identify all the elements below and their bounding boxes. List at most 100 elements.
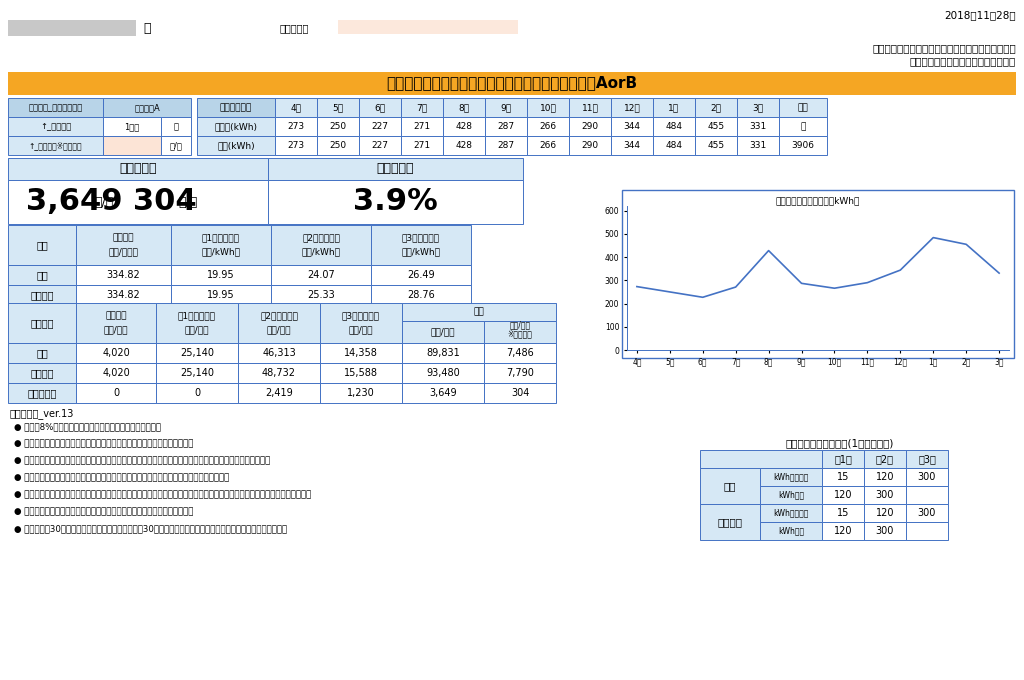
Text: 第2段: 第2段 [876, 454, 894, 464]
Bar [760, 486, 822, 504]
Text: 想定削減額: 想定削減額 [28, 388, 56, 398]
Text: 19.95: 19.95 [207, 270, 234, 280]
Text: ● 供給開始後は再生可能エネルギー発電促進賦課金・燃料費調整額を加味してご請求いたします。（算定式は関西電力と同一）: ● 供給開始後は再生可能エネルギー発電促進賦課金・燃料費調整額を加味してご請求い… [14, 490, 311, 499]
Text: 93,480: 93,480 [426, 368, 460, 378]
Text: ご入力(kWh): ご入力(kWh) [214, 122, 257, 131]
Text: 5月: 5月 [333, 103, 344, 112]
Text: 28.76: 28.76 [408, 290, 435, 300]
Text: 300: 300 [876, 490, 894, 500]
Bar [268, 180, 523, 224]
Text: お客様使用量: お客様使用量 [220, 103, 252, 112]
Text: ・: ・ [173, 122, 178, 131]
Text: ※通年平均: ※通年平均 [508, 330, 532, 339]
Text: 304: 304 [511, 388, 529, 398]
Text: 14,358: 14,358 [344, 348, 378, 358]
Text: 120: 120 [834, 526, 852, 536]
Text: 120: 120 [834, 490, 852, 500]
Text: ご使用場所: ご使用場所 [280, 23, 309, 33]
Bar [103, 98, 191, 117]
Text: 6月: 6月 [375, 103, 386, 112]
Text: 関西電力_ご契約プラン: 関西電力_ご契約プラン [29, 103, 83, 112]
Text: 関西電力: 関西電力 [31, 290, 53, 300]
Text: 25,140: 25,140 [180, 348, 214, 358]
Bar [822, 504, 864, 522]
Text: kWhまで: kWhまで [778, 526, 804, 536]
Bar [527, 117, 569, 136]
Text: 334.82: 334.82 [106, 290, 140, 300]
Text: イーレックス・スパーク・マーケティング株式会社: イーレックス・スパーク・マーケティング株式会社 [872, 43, 1016, 53]
Text: 9月: 9月 [501, 103, 512, 112]
Text: 弊社: 弊社 [36, 348, 48, 358]
Text: 15: 15 [837, 472, 849, 482]
Text: 455: 455 [708, 122, 725, 131]
Text: ● 供給開始日はお申込み後、最初の関西電力の検針日を予定しております。: ● 供給開始日はお申込み後、最初の関西電力の検針日を予定しております。 [14, 439, 194, 448]
Bar [8, 225, 76, 265]
Bar [156, 303, 238, 343]
Bar [700, 504, 760, 540]
Bar [76, 285, 171, 305]
Text: モリカワのでんき・株式会社モリカワ: モリカワのでんき・株式会社モリカワ [909, 56, 1016, 66]
Bar [8, 72, 1016, 95]
Bar [779, 117, 827, 136]
Text: 428: 428 [456, 141, 472, 150]
Text: 1契約: 1契約 [124, 122, 139, 131]
Bar [822, 522, 864, 540]
Bar [8, 265, 76, 285]
Bar [317, 136, 359, 155]
Text: 250: 250 [330, 122, 346, 131]
Bar [271, 225, 371, 265]
Bar [156, 343, 238, 363]
Text: 10月: 10月 [540, 103, 556, 112]
Text: 287: 287 [498, 122, 515, 131]
Text: （円/kWh）: （円/kWh） [401, 248, 440, 256]
Bar [653, 98, 695, 117]
Bar [338, 20, 518, 34]
Bar [8, 285, 76, 305]
Bar [484, 383, 556, 403]
Bar [76, 343, 156, 363]
Bar [161, 136, 191, 155]
Text: （円/年）: （円/年） [349, 326, 374, 335]
Text: 弊社: 弊社 [724, 481, 736, 491]
Text: 第3段従量料金: 第3段従量料金 [402, 233, 440, 243]
Text: 円/月: 円/月 [178, 196, 198, 209]
Bar [569, 136, 611, 155]
Bar [8, 20, 136, 36]
Bar [611, 98, 653, 117]
Text: ご注意事項_ver.13: ご注意事項_ver.13 [10, 408, 75, 419]
Bar [319, 383, 402, 403]
Bar [737, 98, 779, 117]
Bar [864, 450, 906, 468]
Bar [268, 158, 523, 180]
Bar [275, 136, 317, 155]
Text: ● 消費税8%を含んだ単価、料金試算を提示しております。: ● 消費税8%を含んだ単価、料金試算を提示しております。 [14, 422, 161, 431]
Text: 様: 様 [143, 22, 151, 35]
Text: 484: 484 [666, 141, 683, 150]
Bar [8, 363, 76, 383]
Text: 第1段従量料金: 第1段従量料金 [178, 311, 216, 320]
Bar [622, 190, 1014, 358]
Bar [906, 504, 948, 522]
Text: 3,649: 3,649 [26, 188, 123, 216]
Bar [402, 363, 484, 383]
Bar [864, 522, 906, 540]
Bar [371, 265, 471, 285]
Bar [485, 98, 527, 117]
Bar [611, 117, 653, 136]
Text: 266: 266 [540, 122, 557, 131]
Bar [760, 468, 822, 486]
Text: 334.82: 334.82 [106, 270, 140, 280]
Text: 3906: 3906 [792, 141, 814, 150]
Text: ● このシミュレーションは参考値ですので、お客様のご使用状況が変わった場合、各試算結果が変わります。: ● このシミュレーションは参考値ですので、お客様のご使用状況が変わった場合、各試… [14, 456, 270, 465]
Bar [695, 136, 737, 155]
Bar [485, 136, 527, 155]
Text: 第2段従量料金: 第2段従量料金 [302, 233, 340, 243]
Text: 7月: 7月 [417, 103, 428, 112]
Bar [371, 285, 471, 305]
Text: 227: 227 [372, 122, 388, 131]
Text: 4,020: 4,020 [102, 368, 130, 378]
Bar [443, 98, 485, 117]
Bar [317, 98, 359, 117]
Text: 300: 300 [918, 508, 936, 518]
Bar [402, 343, 484, 363]
